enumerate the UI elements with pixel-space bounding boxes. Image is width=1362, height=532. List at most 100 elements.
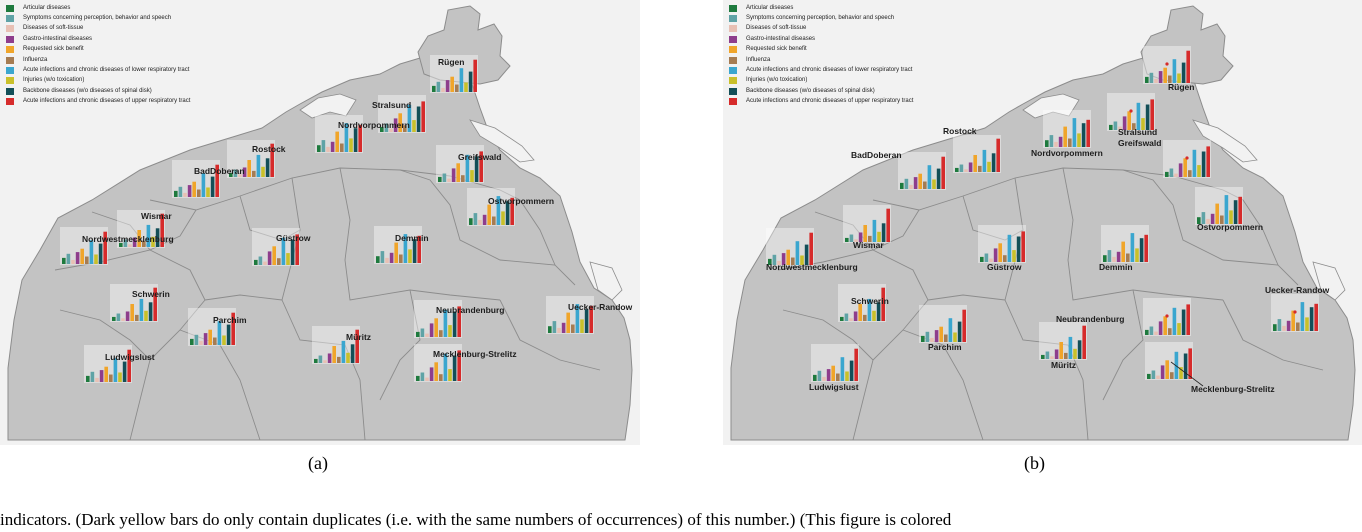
bar-9 bbox=[991, 153, 996, 172]
district-chart bbox=[978, 225, 1026, 263]
district-chart bbox=[117, 210, 165, 248]
district-border bbox=[239, 195, 301, 241]
bar-5 bbox=[192, 181, 196, 197]
bar-1 bbox=[1103, 255, 1107, 262]
district-chart bbox=[414, 344, 462, 382]
bar-9 bbox=[1081, 123, 1086, 147]
marker-dot bbox=[1185, 156, 1189, 160]
lagoon bbox=[1022, 93, 1080, 119]
legend-swatch bbox=[6, 98, 14, 106]
bar-6 bbox=[1168, 75, 1172, 83]
bar-8 bbox=[1141, 118, 1145, 130]
bar-5 bbox=[1163, 67, 1167, 83]
bar-10 bbox=[1150, 99, 1154, 130]
bar-5 bbox=[998, 243, 1002, 262]
legend-item: Injuries (w/o toxication) bbox=[6, 76, 190, 86]
bar-2 bbox=[258, 256, 263, 265]
bar-10 bbox=[473, 59, 477, 92]
bar-4 bbox=[429, 323, 434, 337]
bar-10 bbox=[1021, 231, 1025, 262]
bar-8 bbox=[346, 352, 350, 363]
bar-9 bbox=[474, 156, 479, 182]
bar-10 bbox=[231, 312, 235, 345]
bar-8 bbox=[845, 371, 849, 381]
bar-6 bbox=[791, 257, 795, 265]
bar-1 bbox=[438, 176, 442, 182]
bar-7 bbox=[1130, 233, 1135, 262]
bar-7 bbox=[1072, 118, 1077, 147]
district-border bbox=[379, 289, 421, 401]
bar-7 bbox=[872, 219, 877, 242]
bar-6 bbox=[439, 374, 443, 381]
bar-3 bbox=[909, 184, 913, 189]
bar-9 bbox=[1233, 200, 1238, 224]
bar-6 bbox=[340, 143, 344, 152]
legend-swatch bbox=[6, 25, 14, 33]
bar-7 bbox=[982, 149, 987, 172]
legend-item: Diseases of soft-tissue bbox=[729, 24, 913, 34]
bar-1 bbox=[1147, 373, 1151, 379]
bar-9 bbox=[452, 311, 457, 337]
legend-label: Backbone diseases (w/o diseases of spina… bbox=[746, 87, 875, 94]
bar-7 bbox=[403, 234, 408, 263]
bar-7 bbox=[344, 123, 349, 152]
district-label: Rügen bbox=[1168, 82, 1194, 92]
bar-4 bbox=[330, 141, 335, 152]
legend-item: Gastro-intestinal diseases bbox=[6, 34, 190, 44]
legend-item: Influenza bbox=[6, 55, 190, 65]
bar-9 bbox=[98, 243, 103, 264]
bar-2 bbox=[420, 372, 425, 381]
bar-3 bbox=[1118, 126, 1122, 130]
leader-line bbox=[1170, 361, 1204, 387]
bar-4 bbox=[389, 252, 394, 263]
bar-1 bbox=[254, 259, 258, 265]
bar-3 bbox=[121, 318, 125, 321]
bar-6 bbox=[142, 240, 146, 247]
bar-4 bbox=[187, 185, 192, 197]
bar-7 bbox=[1224, 195, 1229, 224]
district-label: Ostvorpommern bbox=[488, 196, 554, 206]
bar-4 bbox=[393, 118, 398, 132]
bar-8 bbox=[151, 236, 155, 247]
bar-1 bbox=[1197, 217, 1201, 224]
bar-10 bbox=[295, 234, 299, 265]
district-chart bbox=[1039, 322, 1087, 360]
legend-item: Symptoms concerning perception, behavior… bbox=[729, 13, 913, 23]
district-chart bbox=[1143, 46, 1191, 84]
district-border bbox=[499, 299, 601, 371]
legend-swatch bbox=[729, 77, 737, 85]
bar-10 bbox=[1082, 325, 1086, 359]
bar-10 bbox=[1086, 119, 1090, 147]
bar-6 bbox=[213, 337, 217, 345]
legend-swatch bbox=[729, 67, 737, 75]
bar-8 bbox=[261, 166, 265, 177]
bar-3 bbox=[238, 174, 242, 177]
district-label: Nordwestmecklenburg bbox=[766, 262, 858, 272]
district-border bbox=[872, 167, 1224, 211]
bar-3 bbox=[822, 376, 826, 381]
bar-3 bbox=[425, 333, 429, 337]
bar-2 bbox=[194, 334, 199, 345]
bar-8 bbox=[1179, 367, 1183, 379]
district-label: Rostock bbox=[943, 126, 977, 136]
bar-2 bbox=[772, 254, 777, 265]
bar-4 bbox=[1178, 163, 1183, 177]
bar-4 bbox=[561, 322, 566, 333]
district-label: BadDoberan bbox=[194, 166, 245, 176]
legend-swatch bbox=[729, 4, 737, 12]
district-chart bbox=[110, 284, 158, 322]
district-border bbox=[59, 309, 151, 361]
bar-9 bbox=[290, 239, 295, 265]
bar-5 bbox=[858, 304, 862, 321]
bar-10 bbox=[996, 138, 1000, 172]
bar-4 bbox=[267, 251, 272, 265]
district-chart bbox=[1101, 225, 1149, 263]
bar-1 bbox=[1145, 76, 1149, 83]
bar-4 bbox=[781, 253, 786, 265]
bar-9 bbox=[412, 239, 417, 263]
bar-1 bbox=[1273, 324, 1277, 331]
bar-3 bbox=[1174, 173, 1178, 177]
legend-item: Gastro-intestinal diseases bbox=[729, 34, 913, 44]
bar-9 bbox=[849, 360, 854, 381]
legend-label: Influenza bbox=[746, 56, 771, 63]
